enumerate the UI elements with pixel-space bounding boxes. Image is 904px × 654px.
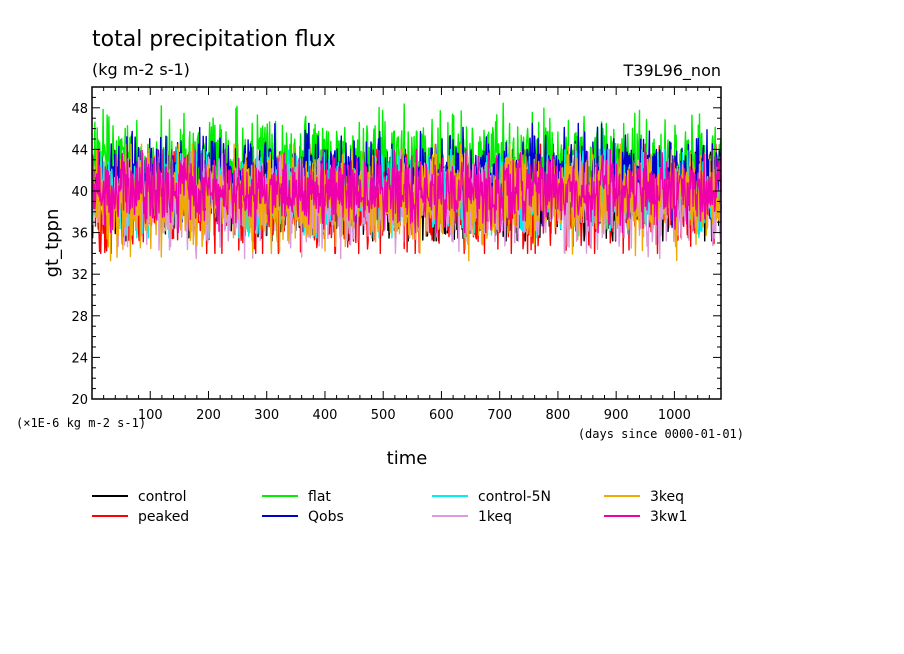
- x-units-note: (days since 0000-01-01): [578, 427, 744, 441]
- legend-label-Qobs: Qobs: [308, 509, 344, 525]
- x-tick-label: 200: [196, 408, 221, 423]
- y-tick-label: 48: [71, 102, 88, 117]
- legend: control peaked flat Qobs control-5N 1keq 3keq 3…: [92, 489, 687, 525]
- x-tick-label: 700: [487, 408, 512, 423]
- y-tick-label: 44: [71, 143, 88, 158]
- legend-label-3kw1: 3kw1: [650, 509, 687, 525]
- y-tick-label: 40: [71, 185, 88, 200]
- x-tick-label: 1000: [658, 408, 691, 423]
- series-line-3kw1: [91, 148, 722, 234]
- chart-units: (kg m-2 s-1): [92, 60, 190, 79]
- x-tick-label: 100: [138, 408, 163, 423]
- x-tick-label: 300: [254, 408, 279, 423]
- legend-label-control-5N: control-5N: [478, 489, 551, 505]
- y-tick-label: 32: [71, 268, 88, 283]
- y-scale-note: (×1E-6 kg m-2 s-1): [16, 416, 146, 430]
- experiment-label: T39L96_non: [623, 61, 721, 81]
- x-tick-label: 600: [429, 408, 454, 423]
- legend-label-1keq: 1keq: [478, 509, 512, 525]
- x-axis-label: time: [387, 448, 428, 469]
- chart-title: total precipitation flux: [92, 27, 336, 52]
- x-tick-label: 400: [313, 408, 338, 423]
- ticks-layer: 100 200 300 400 500 600 700 800 900 1000 20 24 28 32 3…: [71, 87, 721, 423]
- legend-label-peaked: peaked: [138, 509, 189, 525]
- y-tick-label: 20: [71, 393, 88, 408]
- y-tick-label: 24: [71, 351, 88, 366]
- legend-label-3keq: 3keq: [650, 489, 684, 505]
- x-tick-label: 900: [604, 408, 629, 423]
- x-tick-label: 500: [371, 408, 396, 423]
- x-tick-label: 800: [546, 408, 571, 423]
- y-tick-label: 36: [71, 227, 88, 242]
- legend-label-flat: flat: [308, 489, 331, 505]
- y-axis-label: gt_tppn: [42, 209, 63, 278]
- legend-label-control: control: [138, 489, 187, 505]
- series-layer: [91, 102, 722, 262]
- y-tick-label: 28: [71, 310, 88, 325]
